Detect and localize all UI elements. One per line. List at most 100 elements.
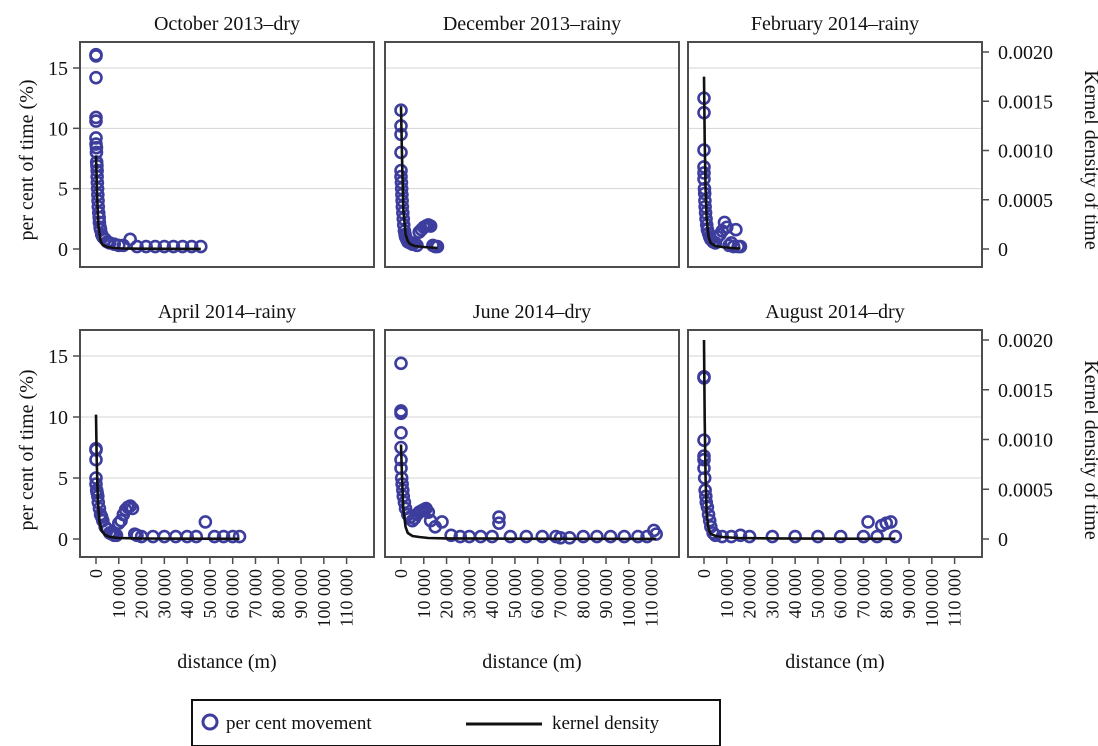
x-tick-label: 60 000 <box>223 569 243 619</box>
data-point <box>157 239 172 254</box>
left-tick-label: 5 <box>58 468 68 490</box>
data-point <box>453 529 468 544</box>
data-point <box>184 239 199 254</box>
x-tick-label: 80 000 <box>876 569 896 619</box>
data-point <box>139 239 153 254</box>
data-point <box>423 219 438 233</box>
data-point <box>733 239 748 254</box>
x-tick-label: 20 000 <box>740 569 760 619</box>
data-point <box>535 529 550 544</box>
x-tick-label: 50 000 <box>200 569 220 619</box>
x-tick-label: 100 000 <box>314 569 334 628</box>
points-series <box>89 47 208 254</box>
data-point <box>444 528 458 543</box>
x-tick-label: 10 000 <box>109 569 129 619</box>
x-tick-label: 30 000 <box>459 569 479 619</box>
x-tick-label: 90 000 <box>596 569 616 619</box>
left-tick-label: 5 <box>58 179 68 201</box>
x-tick-label: 90 000 <box>899 569 919 619</box>
data-point <box>148 239 163 254</box>
panel-1: October 2013–dry 0 5 10 15 <box>48 13 375 268</box>
x-tick-label: 30 000 <box>154 569 174 619</box>
data-point <box>89 114 103 128</box>
data-point <box>111 238 126 253</box>
data-point <box>884 515 898 529</box>
data-point <box>89 140 104 155</box>
data-point <box>168 529 183 544</box>
data-point <box>394 426 408 440</box>
left-tick-label: 15 <box>48 58 68 80</box>
data-point <box>702 513 717 528</box>
data-point <box>194 239 208 254</box>
x-tick-label: 110 000 <box>945 569 965 627</box>
data-point <box>485 529 499 544</box>
data-point <box>519 529 534 544</box>
data-point <box>870 529 884 544</box>
left-axis-label-bottom: per cent of time (%) <box>16 369 38 530</box>
data-point <box>697 172 711 186</box>
left-tick-label: 0 <box>58 239 68 261</box>
data-point <box>175 239 190 254</box>
x-tick-label: 70 000 <box>245 569 265 619</box>
panel-5: June 2014–dry 0 10 000 20 000 30 000 40 000 50… <box>384 301 680 673</box>
panel-frame <box>687 329 983 558</box>
x-tick-label: 40 000 <box>785 569 805 619</box>
panel-frame <box>79 329 375 558</box>
data-point <box>394 356 408 371</box>
data-point <box>216 529 231 544</box>
x-tick-label: 70 000 <box>853 569 873 619</box>
data-point <box>576 529 591 544</box>
data-point <box>198 515 213 529</box>
data-point <box>742 529 757 544</box>
data-point <box>708 528 723 543</box>
x-tick-label: 0 <box>86 569 106 578</box>
kernel-density-line <box>94 414 240 541</box>
right-tick-label: 0 <box>998 529 1008 551</box>
data-point <box>833 529 848 544</box>
data-point <box>232 529 247 544</box>
left-tick-label: 15 <box>48 346 68 368</box>
kernel-density-line <box>399 444 657 541</box>
x-tick-label: 70 000 <box>550 569 570 619</box>
x-tick-label: 100 000 <box>619 569 639 628</box>
data-point <box>166 239 181 254</box>
data-point <box>503 529 518 544</box>
panels-group: October 2013–dry 0 5 10 15 December 2013–rain… <box>48 13 1053 673</box>
right-tick-label: 0.0005 <box>998 479 1053 501</box>
x-tick-label: 40 000 <box>482 569 502 619</box>
data-point <box>435 515 449 529</box>
right-tick-label: 0.0015 <box>998 91 1053 113</box>
data-point <box>590 529 604 544</box>
x-tick-label: 30 000 <box>762 569 782 619</box>
right-tick-label: 0.0020 <box>998 42 1053 64</box>
data-point <box>180 529 194 544</box>
right-tick-label: 0.0020 <box>998 330 1053 352</box>
right-axis-label-top: Kernel density of time <box>1080 70 1098 250</box>
x-tick-label: 40 000 <box>177 569 197 619</box>
data-point <box>189 529 204 544</box>
kernel-density-line <box>94 155 201 251</box>
data-point <box>125 501 140 516</box>
left-axis-label-top: per cent of time (%) <box>16 79 38 240</box>
x-tick-label: 20 000 <box>437 569 457 619</box>
data-point <box>157 529 172 544</box>
x-tick-label: 60 000 <box>528 569 548 619</box>
points-series <box>697 369 903 544</box>
panel-title: August 2014–dry <box>765 301 904 323</box>
left-tick-label: 0 <box>58 529 68 551</box>
data-point <box>89 131 103 145</box>
x-axis-label: distance (m) <box>177 651 276 673</box>
right-axis-label-bottom: Kernel density of time <box>1080 360 1098 540</box>
x-tick-label: 90 000 <box>291 569 311 619</box>
panel-frame <box>384 41 680 268</box>
left-tick-label: 10 <box>48 118 68 140</box>
right-tick-label: 0.0005 <box>998 190 1053 212</box>
legend-points-marker <box>201 713 219 731</box>
data-point <box>123 499 137 513</box>
panel-frame <box>384 329 680 558</box>
right-tick-label: 0.0010 <box>998 430 1053 452</box>
data-point <box>617 529 632 544</box>
x-tick-label: 60 000 <box>831 569 851 619</box>
